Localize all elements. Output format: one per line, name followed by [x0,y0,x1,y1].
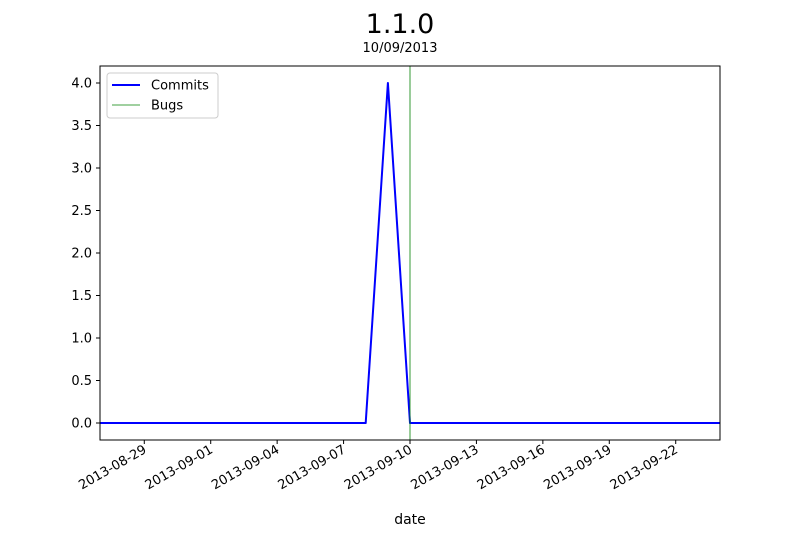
x-tick-label: 2013-09-04 [209,442,282,493]
chart-title: 1.1.0 [366,9,435,40]
x-tick-label: 2013-09-19 [541,442,614,493]
chart-subtitle: 10/09/2013 [363,41,438,56]
legend-label-commits: Commits [151,79,209,94]
y-tick-label: 1.0 [71,332,92,347]
x-axis-label: date [394,512,426,528]
x-tick-label: 2013-09-10 [342,442,415,493]
x-tick-label: 2013-09-22 [608,442,681,493]
y-tick-label: 3.0 [71,162,92,177]
y-tick-label: 0.0 [71,417,92,432]
x-tick-label: 2013-09-01 [143,442,216,493]
y-tick-label: 2.0 [71,247,92,262]
y-tick-label: 4.0 [71,77,92,92]
x-tick-label: 2013-09-07 [276,442,349,493]
x-tick-label: 2013-08-29 [76,442,149,493]
x-tick-label: 2013-09-16 [475,442,548,493]
legend: Commits Bugs [106,72,219,119]
legend-label-bugs: Bugs [151,99,183,114]
y-tick-label: 0.5 [71,374,92,389]
x-tick-label: 2013-09-13 [408,442,481,493]
y-tick-label: 2.5 [71,204,92,219]
series-line-commits [100,82,720,424]
y-tick-label: 1.5 [71,289,92,304]
y-tick-label: 3.5 [71,119,92,134]
